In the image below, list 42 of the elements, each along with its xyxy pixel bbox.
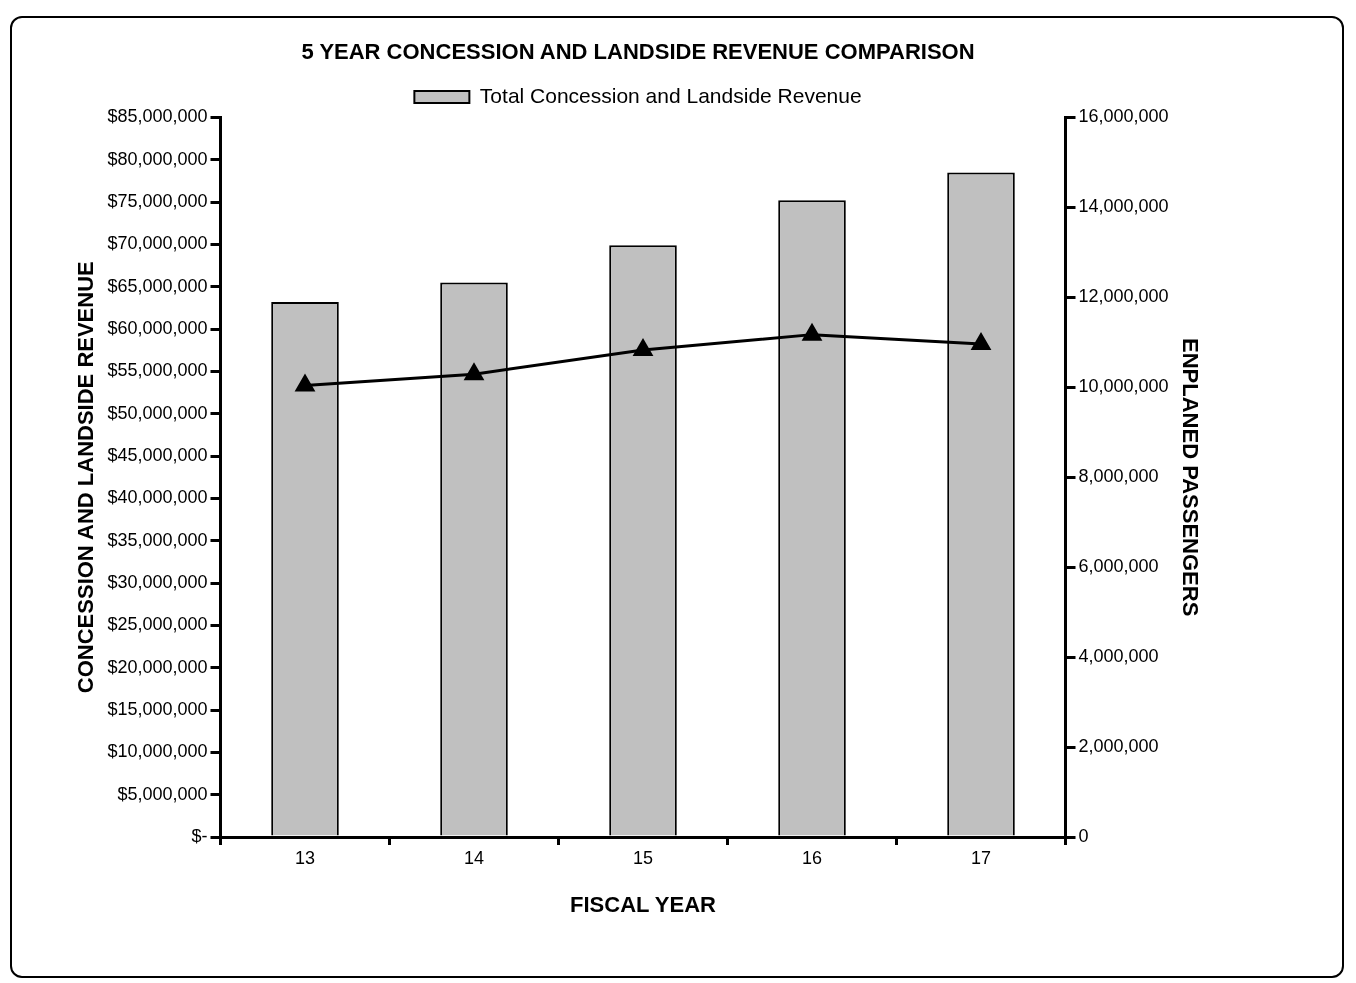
y-tick-label: $- [191, 825, 208, 846]
y-tick-label: $45,000,000 [107, 445, 208, 465]
y-tick-label: $60,000,000 [107, 318, 208, 339]
x-axis-title: FISCAL YEAR [570, 891, 717, 917]
y2-tick-label: 8,000,000 [1078, 466, 1159, 487]
x-tick-label: 16 [801, 847, 823, 868]
x-tick-label: 15 [632, 847, 654, 868]
y-tick-label: $30,000,000 [107, 571, 208, 592]
point [971, 333, 991, 351]
legend-label: Total Concession and Landside Revenue [479, 83, 862, 107]
y2-tick-label: 4,000,000 [1078, 646, 1159, 667]
y-tick-label: $10,000,000 [107, 741, 208, 762]
y2-tick-label: 10,000,000 [1078, 376, 1169, 397]
chart-title: 5 YEAR CONCESSION AND LANDSIDE REVENUE COMPARISON [301, 39, 975, 65]
y2-axis-title: ENPLANED PASSENGERS [1177, 338, 1203, 617]
y2-tick-label: 16,000,000 [1078, 106, 1169, 127]
y2-tick-label: 0 [1078, 825, 1089, 846]
y-tick-label: $65,000,000 [107, 275, 208, 296]
point [295, 374, 315, 392]
y-tick-label: $75,000,000 [107, 191, 208, 212]
x-tick-label: 14 [463, 847, 485, 868]
y-tick-label: $80,000,000 [107, 148, 208, 169]
y2-tick-label: 2,000,000 [1078, 736, 1159, 757]
y2-tick-label: 6,000,000 [1078, 556, 1159, 577]
y-tick-label: $40,000,000 [107, 487, 208, 508]
y-axis-title: CONCESSION AND LANDSIDE REVENUE [73, 261, 99, 694]
y-tick-label: $50,000,000 [107, 402, 208, 423]
y-tick-label: $25,000,000 [107, 614, 208, 635]
point [802, 324, 822, 341]
y-tick-label: $5,000,000 [117, 783, 208, 804]
y-tick-label: $35,000,000 [107, 529, 208, 550]
y-tick-label: $55,000,000 [107, 360, 208, 381]
point [633, 339, 653, 356]
y-tick-label: $20,000,000 [107, 656, 208, 677]
point [464, 363, 484, 381]
y-tick-label: $70,000,000 [107, 233, 208, 254]
y-tick-label: $85,000,000 [107, 106, 208, 127]
y2-tick-label: 14,000,000 [1078, 196, 1169, 217]
x-tick-label: 17 [971, 847, 992, 868]
x-tick-label: 13 [294, 847, 316, 868]
y-tick-label: $15,000,000 [107, 698, 208, 719]
y2-tick-label: 12,000,000 [1078, 286, 1169, 307]
